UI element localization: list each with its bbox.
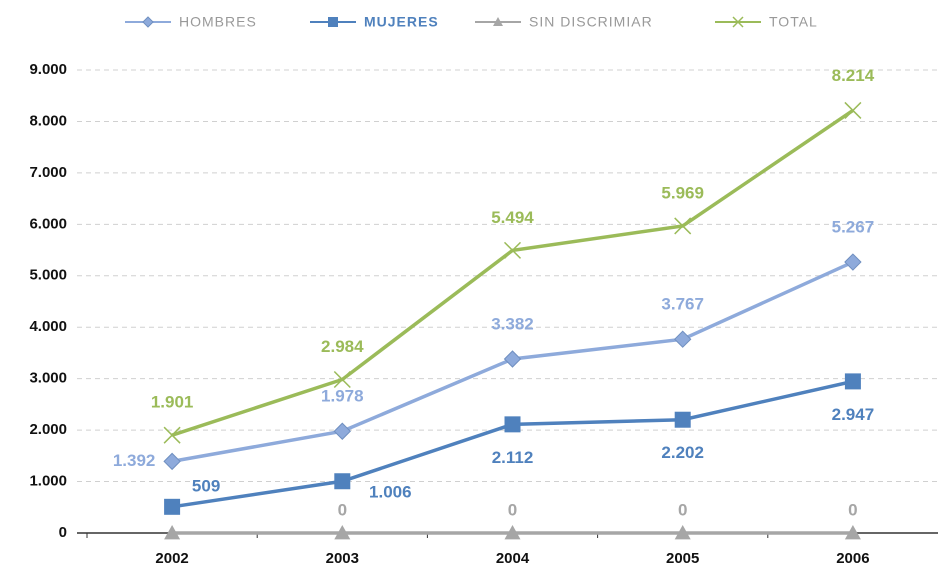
y-tick-label: 9.000 xyxy=(29,61,67,78)
data-label: 2.947 xyxy=(832,405,875,424)
x-tick-label: 2002 xyxy=(155,550,188,567)
data-point xyxy=(844,373,861,390)
data-point xyxy=(844,525,861,540)
data-label: 2.202 xyxy=(661,443,704,462)
data-point xyxy=(503,241,522,259)
data-point xyxy=(334,525,351,540)
legend-marker xyxy=(328,17,338,27)
data-label: 5.969 xyxy=(661,183,704,202)
y-tick-label: 1.000 xyxy=(29,473,67,490)
y-tick-label: 7.000 xyxy=(29,164,67,181)
x-tick-label: 2003 xyxy=(326,550,359,567)
data-point xyxy=(504,525,521,540)
data-label: 2.984 xyxy=(321,337,364,356)
x-tick-label: 2004 xyxy=(496,550,530,567)
data-point xyxy=(334,473,351,490)
data-point xyxy=(163,452,181,471)
data-label: 1.392 xyxy=(113,451,156,470)
x-tick-label: 2005 xyxy=(666,550,699,567)
y-tick-label: 5.000 xyxy=(29,267,67,284)
data-label: 8.214 xyxy=(832,66,875,85)
data-point xyxy=(844,101,862,119)
data-point xyxy=(844,253,862,271)
data-point xyxy=(674,217,692,235)
y-tick-label: 2.000 xyxy=(29,421,67,438)
data-point xyxy=(503,350,522,368)
data-label: 0 xyxy=(338,500,347,519)
data-point xyxy=(504,416,521,433)
data-label: 3.382 xyxy=(491,314,534,333)
legend-label: TOTAL xyxy=(769,14,818,30)
y-tick-label: 0 xyxy=(59,524,67,541)
data-label: 1.006 xyxy=(369,483,412,502)
data-point xyxy=(163,426,181,444)
y-tick-label: 8.000 xyxy=(29,112,67,129)
data-point xyxy=(674,525,691,540)
data-label: 0 xyxy=(678,500,687,519)
data-point xyxy=(674,411,691,428)
data-label: 3.767 xyxy=(661,295,704,314)
data-label: 1.901 xyxy=(151,393,194,412)
legend-marker xyxy=(493,17,503,26)
x-tick-label: 2006 xyxy=(836,550,869,567)
data-label: 1.978 xyxy=(321,387,364,406)
legend-marker xyxy=(732,16,744,28)
legend-label: MUJERES xyxy=(364,14,439,30)
data-point xyxy=(164,498,181,515)
data-label: 2.112 xyxy=(492,448,534,467)
y-tick-label: 3.000 xyxy=(29,370,67,387)
y-tick-label: 4.000 xyxy=(29,318,67,335)
data-label: 5.267 xyxy=(832,218,875,237)
legend-label: HOMBRES xyxy=(179,14,257,30)
data-point xyxy=(164,525,181,540)
series-line xyxy=(171,108,854,437)
y-tick-label: 6.000 xyxy=(29,215,67,232)
legend-label: SIN DISCRIMIAR xyxy=(529,14,653,30)
data-label: 5.494 xyxy=(491,208,534,227)
data-point xyxy=(673,330,692,348)
data-label: 509 xyxy=(192,476,220,495)
data-label: 0 xyxy=(508,500,517,519)
legend-marker xyxy=(142,16,154,28)
data-label: 0 xyxy=(848,500,857,519)
data-point xyxy=(333,422,352,440)
data-point xyxy=(333,370,351,389)
